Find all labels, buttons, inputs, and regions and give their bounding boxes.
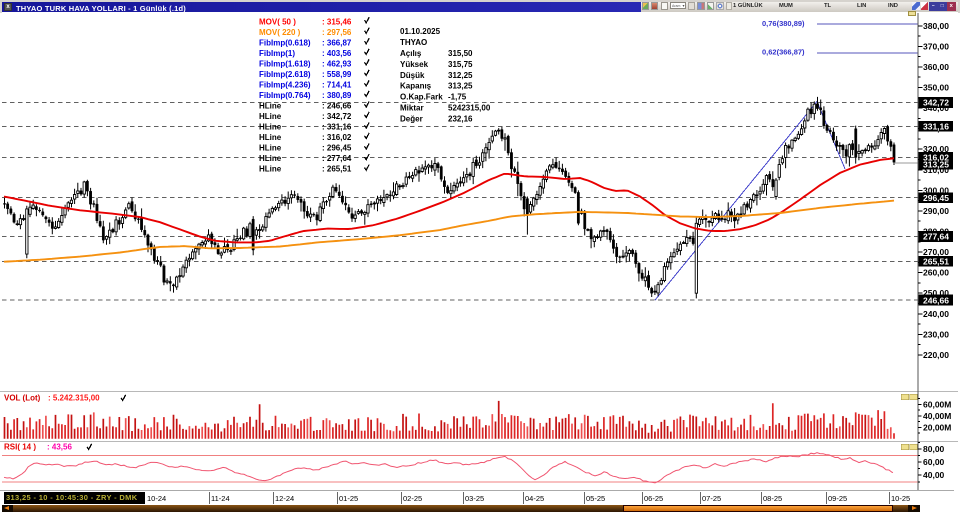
svg-text:FibImp(4.236): FibImp(4.236) <box>259 81 311 90</box>
svg-text:O.Kap.Fark: O.Kap.Fark <box>400 93 443 102</box>
svg-text:0,62(366,87): 0,62(366,87) <box>762 48 805 57</box>
svg-text:HLine: HLine <box>259 123 282 132</box>
svg-text:-1,75: -1,75 <box>448 93 467 102</box>
svg-text:HLine: HLine <box>259 133 282 142</box>
svg-text:HLine: HLine <box>259 102 282 111</box>
svg-text:Miktar: Miktar <box>400 104 424 113</box>
svg-text:230,00: 230,00 <box>923 329 949 339</box>
svg-text:246,66: 246,66 <box>923 295 949 305</box>
svg-text:FibImp(0.764): FibImp(0.764) <box>259 91 311 100</box>
svg-text:313,25: 313,25 <box>448 82 473 91</box>
svg-text:Açılış: Açılış <box>400 49 422 58</box>
svg-text:HLine: HLine <box>259 154 282 163</box>
svg-text:40,00M: 40,00M <box>923 411 951 421</box>
svg-text:: 380,89: : 380,89 <box>322 91 352 100</box>
svg-text:MOV( 50 ): MOV( 50 ) <box>259 17 296 26</box>
svg-text:250,00: 250,00 <box>923 288 949 298</box>
svg-text:315,50: 315,50 <box>448 49 473 58</box>
svg-text:MOV( 220 ): MOV( 220 ) <box>259 28 301 37</box>
svg-text:HLine: HLine <box>259 112 282 121</box>
svg-text:FibImp(1): FibImp(1) <box>259 49 295 58</box>
svg-text:: 246,66: : 246,66 <box>322 102 352 111</box>
svg-text:HLine: HLine <box>259 165 282 174</box>
svg-text:313,25: 313,25 <box>923 160 949 170</box>
svg-text:290,00: 290,00 <box>923 206 949 216</box>
svg-text:: 5.242.315,00: : 5.242.315,00 <box>48 394 100 403</box>
svg-text:232,16: 232,16 <box>448 114 473 123</box>
svg-text:: 315,46: : 315,46 <box>322 17 352 26</box>
svg-text:: 331,16: : 331,16 <box>322 123 352 132</box>
svg-text:315,75: 315,75 <box>448 60 473 69</box>
svg-text:80,00: 80,00 <box>923 444 945 454</box>
svg-text:277,64: 277,64 <box>923 232 949 242</box>
svg-text:0,76(380,89): 0,76(380,89) <box>762 19 805 28</box>
svg-text:360,00: 360,00 <box>923 62 949 72</box>
svg-text:Düşük: Düşük <box>400 71 425 80</box>
svg-text:350,00: 350,00 <box>923 83 949 93</box>
svg-text:: 403,56: : 403,56 <box>322 49 352 58</box>
svg-text:240,00: 240,00 <box>923 309 949 319</box>
svg-text:THYAO: THYAO <box>400 38 427 47</box>
svg-text:312,25: 312,25 <box>448 71 473 80</box>
svg-text:5242315,00: 5242315,00 <box>448 104 491 113</box>
svg-text:: 265,51: : 265,51 <box>322 165 352 174</box>
svg-text:331,16: 331,16 <box>923 122 949 132</box>
svg-text:316,02: 316,02 <box>923 153 949 163</box>
svg-text:40,00: 40,00 <box>923 470 945 480</box>
svg-text:370,00: 370,00 <box>923 41 949 51</box>
svg-text:01.10.2025: 01.10.2025 <box>400 27 441 36</box>
svg-text:: 43,56: : 43,56 <box>47 443 72 452</box>
svg-text:342,72: 342,72 <box>923 98 949 108</box>
svg-text:: 366,87: : 366,87 <box>322 38 352 47</box>
svg-text:60,00M: 60,00M <box>923 399 951 409</box>
svg-text:: 297,56: : 297,56 <box>322 28 352 37</box>
svg-text:FibImp(1.618): FibImp(1.618) <box>259 60 311 69</box>
svg-text:: 296,45: : 296,45 <box>322 144 352 153</box>
svg-text:: 462,93: : 462,93 <box>322 60 352 69</box>
svg-text:20,00M: 20,00M <box>923 422 951 432</box>
svg-text:Değer: Değer <box>400 114 423 123</box>
svg-text:300,00: 300,00 <box>923 185 949 195</box>
svg-text:260,00: 260,00 <box>923 268 949 278</box>
svg-text:296,45: 296,45 <box>923 193 949 203</box>
svg-text:380,00: 380,00 <box>923 21 949 31</box>
svg-text:340,00: 340,00 <box>923 103 949 113</box>
svg-text:Yüksek: Yüksek <box>400 60 429 69</box>
svg-text:RSI( 14 ): RSI( 14 ) <box>4 443 36 452</box>
svg-text:60,00: 60,00 <box>923 457 945 467</box>
svg-text:: 316,02: : 316,02 <box>322 133 352 142</box>
svg-text:: 342,72: : 342,72 <box>322 112 352 121</box>
svg-text:: 277,64: : 277,64 <box>322 154 352 163</box>
svg-text:220,00: 220,00 <box>923 350 949 360</box>
svg-text:310,00: 310,00 <box>923 165 949 175</box>
svg-text:FibImp(0.618): FibImp(0.618) <box>259 38 311 47</box>
svg-text:VOL (Lot): VOL (Lot) <box>4 394 41 403</box>
svg-text:Kapanış: Kapanış <box>400 82 432 91</box>
svg-text:265,51: 265,51 <box>923 257 949 267</box>
svg-text:: 714,41: : 714,41 <box>322 81 352 90</box>
svg-text:FibImp(2.618): FibImp(2.618) <box>259 70 311 79</box>
svg-text:270,00: 270,00 <box>923 247 949 257</box>
svg-text:: 558,99: : 558,99 <box>322 70 352 79</box>
svg-text:320,00: 320,00 <box>923 144 949 154</box>
svg-text:HLine: HLine <box>259 144 282 153</box>
